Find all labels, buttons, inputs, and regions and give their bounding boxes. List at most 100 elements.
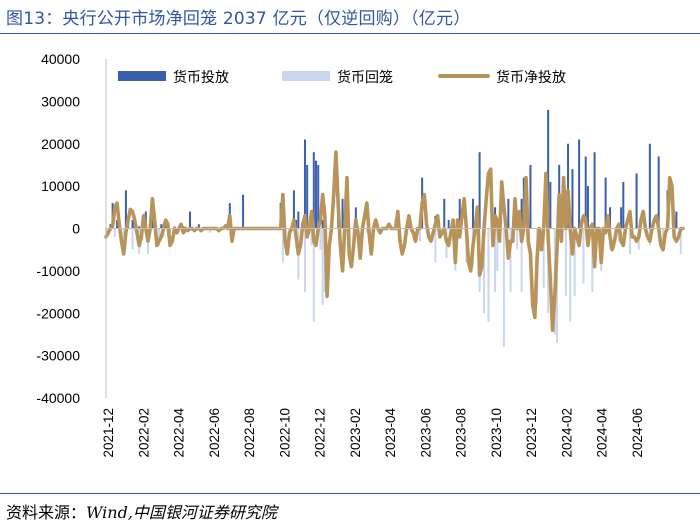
injection-bar xyxy=(138,226,141,229)
injection-bar xyxy=(478,152,481,229)
chart: 40000 30000 20000 10000 0 -10000 -20000 -30000 -… xyxy=(36,51,685,458)
x-tick-label: 2024-04 xyxy=(595,408,610,458)
withdrawal-bar xyxy=(520,228,523,293)
injection-bar xyxy=(443,198,446,229)
injection-bar xyxy=(197,224,200,229)
withdrawal-bar xyxy=(434,228,437,263)
y-tick-label: -20000 xyxy=(36,305,80,321)
withdrawal-bar xyxy=(569,228,572,322)
injection-bar xyxy=(620,207,623,229)
injection-bar xyxy=(657,156,660,229)
withdrawal-bar xyxy=(628,228,631,254)
injection-bar xyxy=(567,143,570,229)
withdrawal-bar xyxy=(542,228,545,288)
x-tick-label: 2023-04 xyxy=(383,408,398,458)
line-series xyxy=(104,150,685,332)
legend-label-withdrawal: 货币回笼 xyxy=(337,69,393,86)
injection-bar xyxy=(675,211,678,229)
x-tick-label: 2022-06 xyxy=(207,408,222,458)
net-injection-line xyxy=(104,150,685,332)
axes: 40000 30000 20000 10000 0 -10000 -20000 -30000 -… xyxy=(36,51,683,458)
withdrawal-bar xyxy=(483,228,486,314)
injection-bar xyxy=(292,190,295,229)
withdrawal-bar xyxy=(208,228,211,233)
withdrawal-bar xyxy=(509,228,512,293)
injection-bar xyxy=(578,139,581,229)
chart-title: 图13：央行公开市场净回笼 2037 亿元（仅逆回购）（亿元） xyxy=(6,9,471,29)
injection-bar xyxy=(586,186,589,229)
x-tick-label: 2021-12 xyxy=(101,408,116,458)
x-tick-label: 2024-02 xyxy=(559,408,574,458)
withdrawal-bar xyxy=(494,228,497,293)
injection-bar xyxy=(584,156,587,229)
source-note: 资料来源：Wind,中国银河证券研究院 xyxy=(6,499,277,523)
withdrawal-bar xyxy=(418,228,421,242)
x-tick-label: 2022-10 xyxy=(277,408,292,458)
withdrawal-bar xyxy=(113,228,116,237)
injection-bar xyxy=(609,207,612,229)
source-text: Wind,中国银河证券研究院 xyxy=(86,503,277,522)
x-tick-label: 2022-08 xyxy=(242,408,257,458)
y-tick-label: 0 xyxy=(72,221,80,237)
withdrawal-bar xyxy=(303,228,306,293)
x-tick-label: 2023-10 xyxy=(489,408,504,458)
withdrawal-bar xyxy=(310,228,313,246)
withdrawal-bar xyxy=(502,228,505,348)
injection-bar xyxy=(635,173,638,229)
injection-bar xyxy=(354,207,357,229)
injection-bar xyxy=(317,164,320,229)
legend-label-injection: 货币投放 xyxy=(173,69,229,86)
title-divider xyxy=(0,33,700,34)
injection-bar xyxy=(341,198,344,229)
injection-bar xyxy=(529,164,532,229)
withdrawal-bar xyxy=(158,228,161,246)
legend-label-net: 货币净投放 xyxy=(496,69,566,86)
legend-swatch-injection xyxy=(118,71,166,81)
injection-bar xyxy=(547,109,550,229)
injection-bar xyxy=(160,224,163,229)
injection-bar xyxy=(242,194,245,229)
withdrawal-bar xyxy=(281,228,284,263)
withdrawal-bar xyxy=(365,228,368,233)
injection-bar xyxy=(124,190,127,229)
withdrawal-bar xyxy=(319,228,322,250)
x-tick-label: 2024-06 xyxy=(630,408,645,458)
injection-bar xyxy=(458,198,461,229)
withdrawal-bar xyxy=(487,228,490,322)
withdrawal-bar xyxy=(662,228,665,242)
withdrawal-bar xyxy=(516,228,519,250)
x-tick-label: 2022-04 xyxy=(172,408,187,458)
y-tick-label: 20000 xyxy=(41,136,80,152)
injection-bar xyxy=(297,211,300,229)
withdrawal-bar xyxy=(582,228,585,284)
x-tick-label: 2023-06 xyxy=(418,408,433,458)
withdrawal-bar xyxy=(496,228,499,271)
x-tick-label: 2022-02 xyxy=(136,408,151,458)
withdrawal-bar xyxy=(573,228,576,297)
injection-bar xyxy=(189,211,192,229)
injection-bar xyxy=(315,160,318,229)
injection-bar xyxy=(604,177,607,229)
injection-bar xyxy=(549,181,552,229)
injection-bar xyxy=(116,220,119,229)
injection-bar xyxy=(471,198,474,229)
x-tick-label: 2023-08 xyxy=(454,408,469,458)
injection-bar xyxy=(321,220,324,229)
injection-bar xyxy=(622,181,625,229)
withdrawal-bar xyxy=(591,228,594,293)
x-tick-label: 2023-12 xyxy=(524,408,539,458)
withdrawal-bar xyxy=(321,228,324,305)
injection-bar xyxy=(312,152,315,229)
y-tick-label: 10000 xyxy=(41,178,80,194)
withdrawal-bar xyxy=(131,228,134,250)
withdrawal-bar xyxy=(564,228,567,297)
injection-bar xyxy=(571,169,574,229)
legend-swatch-withdrawal xyxy=(282,71,330,81)
injection-bar xyxy=(447,220,450,229)
x-tick-label: 2022-12 xyxy=(313,408,328,458)
injection-bar xyxy=(520,198,523,229)
source-label: 资料来源： xyxy=(6,503,87,522)
y-tick-label: -40000 xyxy=(36,390,80,406)
injection-bar xyxy=(306,164,309,229)
injection-bar xyxy=(131,220,134,229)
